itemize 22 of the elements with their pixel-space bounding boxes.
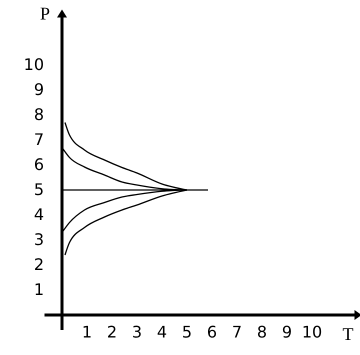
y-tick-label: 1 bbox=[34, 280, 44, 300]
x-tick-label: 7 bbox=[232, 322, 242, 342]
y-tick-label: 5 bbox=[34, 180, 44, 200]
y-tick-label: 9 bbox=[34, 80, 44, 100]
x-tick-label: 2 bbox=[106, 322, 118, 342]
x-tick-label: 1 bbox=[82, 322, 92, 342]
y-tick-label: 8 bbox=[34, 105, 44, 124]
x-tick-label: 8 bbox=[256, 322, 268, 342]
x-tick-label: 9 bbox=[282, 322, 292, 342]
x-axis-title: T bbox=[342, 324, 354, 344]
y-axis-title: P bbox=[40, 4, 50, 24]
x-tick-label: 4 bbox=[156, 322, 168, 342]
x-tick-label: 6 bbox=[206, 322, 218, 342]
x-tick-label: 5 bbox=[182, 322, 192, 342]
x-tick-label: 10 bbox=[302, 322, 322, 342]
x-tick-label: 3 bbox=[132, 322, 142, 342]
y-tick-label: 7 bbox=[34, 130, 44, 150]
y-tick-label: 4 bbox=[34, 205, 44, 224]
y-tick-label: 10 bbox=[24, 55, 44, 74]
y-tick-label: 2 bbox=[34, 255, 44, 274]
y-tick-label: 6 bbox=[34, 155, 44, 174]
y-tick-label: 3 bbox=[34, 230, 44, 250]
